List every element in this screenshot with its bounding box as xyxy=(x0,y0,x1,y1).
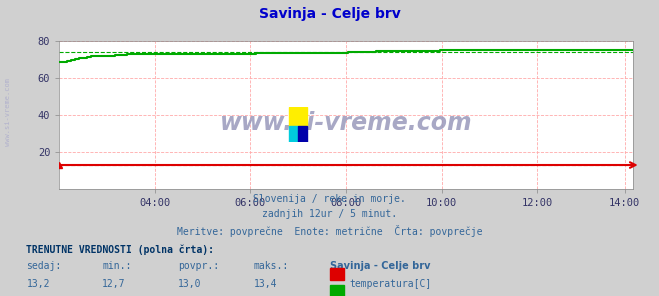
Text: 12,7: 12,7 xyxy=(102,279,126,289)
Bar xyxy=(298,126,307,142)
Text: povpr.:: povpr.: xyxy=(178,261,219,271)
Text: Slovenija / reke in morje.: Slovenija / reke in morje. xyxy=(253,194,406,204)
Text: temperatura[C]: temperatura[C] xyxy=(349,279,432,289)
Text: www.si-vreme.com: www.si-vreme.com xyxy=(219,111,473,135)
Text: sedaj:: sedaj: xyxy=(26,261,61,271)
Bar xyxy=(289,126,298,142)
Bar xyxy=(289,107,307,126)
Text: www.si-vreme.com: www.si-vreme.com xyxy=(5,78,11,147)
Text: min.:: min.: xyxy=(102,261,132,271)
Text: 13,2: 13,2 xyxy=(26,279,50,289)
Text: 13,4: 13,4 xyxy=(254,279,277,289)
Text: TRENUTNE VREDNOSTI (polna črta):: TRENUTNE VREDNOSTI (polna črta): xyxy=(26,244,214,255)
Text: zadnjih 12ur / 5 minut.: zadnjih 12ur / 5 minut. xyxy=(262,209,397,219)
Text: Meritve: povprečne  Enote: metrične  Črta: povprečje: Meritve: povprečne Enote: metrične Črta:… xyxy=(177,225,482,237)
Text: Savinja - Celje brv: Savinja - Celje brv xyxy=(330,261,430,271)
Text: 13,0: 13,0 xyxy=(178,279,202,289)
Text: Savinja - Celje brv: Savinja - Celje brv xyxy=(258,7,401,21)
Text: maks.:: maks.: xyxy=(254,261,289,271)
